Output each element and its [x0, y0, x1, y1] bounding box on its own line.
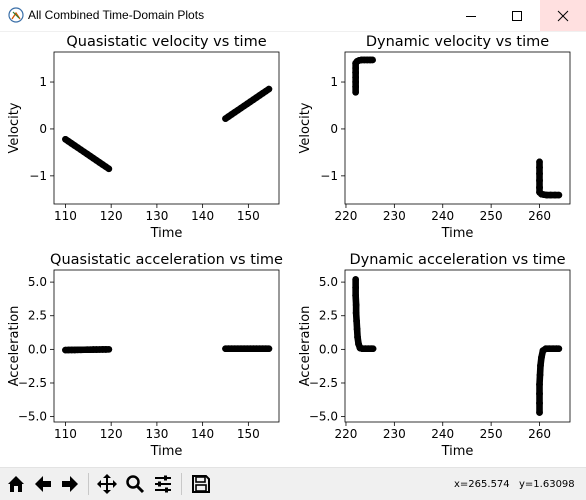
sliders-icon [155, 475, 171, 493]
x-axis-label: Time [150, 226, 183, 241]
save-icon [192, 475, 210, 493]
chart-title: Dynamic acceleration vs time [350, 252, 566, 268]
x-axis-label: Time [150, 444, 183, 459]
y-tick-label: −1 [320, 169, 338, 183]
title-bar[interactable]: All Combined Time-Domain Plots [0, 0, 586, 32]
configure-subplots-button[interactable] [151, 472, 175, 496]
navigation-toolbar: x=265.574 y=1.63098 [0, 467, 586, 500]
x-tick-label: 220 [335, 427, 358, 441]
window-title: All Combined Time-Domain Plots [28, 8, 205, 22]
data-point [105, 165, 113, 173]
back-button[interactable] [31, 472, 55, 496]
data-point [105, 346, 113, 353]
y-tick-label: 1 [39, 75, 47, 89]
y-tick-label: −5.0 [18, 410, 47, 424]
y-axis-label: Velocity [298, 102, 313, 153]
arrow-right-icon [62, 476, 78, 492]
figure-canvas[interactable]: Quasistatic velocity vs time 110 120 130 140… [0, 31, 586, 467]
axes-frame [344, 51, 571, 205]
x-axis-label: Time [441, 226, 474, 241]
y-tick-label: 2.5 [28, 309, 47, 323]
close-button[interactable] [540, 0, 586, 31]
x-coordinate-readout: x=265.574 [454, 479, 510, 490]
y-tick-label: 5.0 [319, 275, 338, 289]
save-button[interactable] [189, 472, 213, 496]
close-icon [557, 10, 569, 21]
y-tick-label: −2.5 [309, 376, 338, 390]
x-tick-label: 250 [480, 427, 503, 441]
y-coordinate-readout: y=1.63098 [519, 479, 575, 490]
y-tick-label: −2.5 [18, 376, 47, 390]
x-tick-label: 140 [191, 427, 214, 441]
subplot-1: Quasistatic velocity vs time 110 120 130 140… [7, 34, 280, 241]
y-axis-label: Velocity [7, 102, 22, 153]
data-point [555, 345, 563, 352]
data-series [62, 85, 273, 173]
pan-button[interactable] [95, 472, 119, 496]
minimize-icon [466, 15, 476, 17]
toolbar-separator [88, 473, 89, 495]
y-axis-label: Acceleration [7, 306, 22, 387]
chart-title: Quasistatic velocity vs time [66, 34, 266, 50]
x-tick-label: 120 [100, 427, 123, 441]
data-point [369, 56, 376, 64]
x-tick-label: 240 [431, 427, 454, 441]
subplot-3: Quasistatic acceleration vs time 110 120 13… [7, 252, 283, 459]
x-tick-label: 120 [100, 209, 123, 223]
subplot-4: Dynamic acceleration vs time 220 230 240 250… [298, 252, 571, 459]
x-tick-label: 150 [237, 209, 260, 223]
x-tick-label: 260 [528, 209, 551, 223]
y-tick-label: 5.0 [28, 275, 47, 289]
maximize-icon [512, 10, 522, 21]
x-tick-label: 130 [145, 427, 168, 441]
y-tick-label: 0 [39, 122, 47, 136]
data-series [352, 276, 563, 416]
app-icon [8, 7, 24, 23]
data-point [265, 85, 273, 93]
home-button[interactable] [4, 472, 28, 496]
data-series [62, 345, 273, 354]
toolbar-separator [181, 473, 182, 495]
x-tick-label: 150 [237, 427, 260, 441]
x-tick-label: 130 [145, 209, 168, 223]
y-tick-label: −1 [29, 169, 47, 183]
forward-button[interactable] [58, 472, 82, 496]
zoom-button[interactable] [123, 472, 147, 496]
chart-title: Quasistatic acceleration vs time [50, 252, 283, 268]
x-tick-label: 140 [191, 209, 214, 223]
chart-title: Dynamic velocity vs time [366, 34, 549, 50]
x-tick-label: 240 [431, 209, 454, 223]
y-tick-label: 0.0 [28, 342, 47, 356]
y-tick-label: 0.0 [319, 342, 338, 356]
axes-frame [344, 269, 571, 423]
move-icon [97, 474, 117, 494]
x-tick-label: 260 [528, 427, 551, 441]
x-tick-label: 110 [54, 209, 77, 223]
x-tick-label: 230 [383, 209, 406, 223]
maximize-button[interactable] [494, 0, 540, 31]
data-series [352, 56, 563, 199]
x-tick-label: 230 [383, 427, 406, 441]
x-axis-label: Time [441, 444, 474, 459]
subplot-2: Dynamic velocity vs time 220 230 240 250 260 −… [298, 34, 571, 241]
arrow-left-icon [35, 476, 51, 492]
y-tick-label: 1 [330, 75, 338, 89]
zoom-icon [126, 475, 145, 494]
home-icon [8, 476, 24, 492]
y-axis-label: Acceleration [298, 306, 313, 387]
axes-frame [53, 51, 280, 205]
x-tick-label: 250 [480, 209, 503, 223]
y-tick-label: −5.0 [309, 410, 338, 424]
y-tick-label: 2.5 [319, 309, 338, 323]
data-point [265, 345, 273, 352]
y-tick-label: 0 [330, 122, 338, 136]
data-point [555, 191, 563, 199]
x-tick-label: 110 [54, 427, 77, 441]
x-tick-label: 220 [335, 209, 358, 223]
data-point [369, 345, 377, 352]
minimize-button[interactable] [448, 0, 494, 31]
